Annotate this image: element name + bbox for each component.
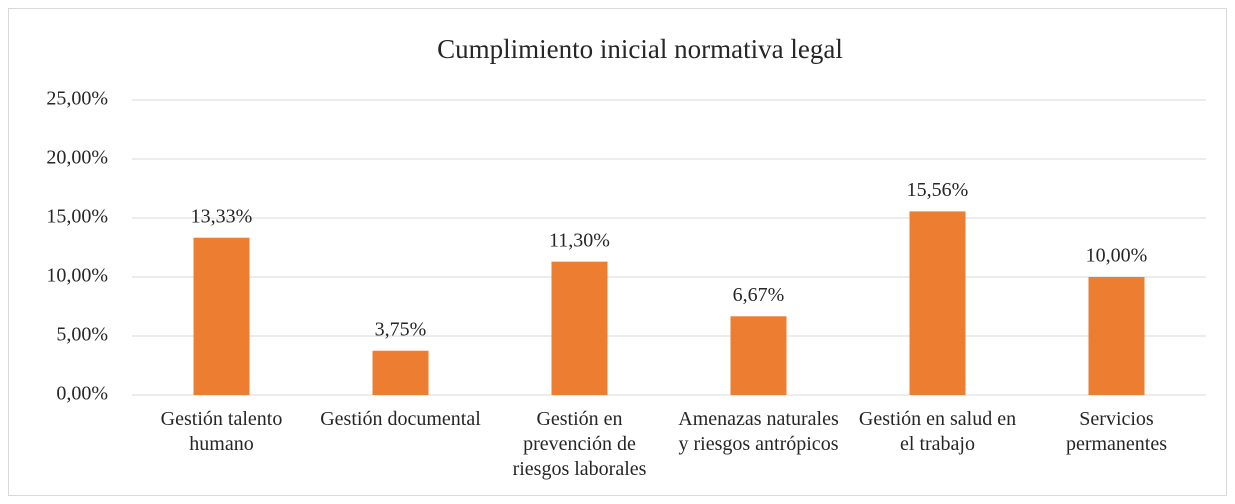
y-tick-label: 0,00% bbox=[56, 383, 108, 405]
x-tick-label: Amenazas naturales y riesgos antrópicos bbox=[678, 408, 839, 455]
y-tick-label: 5,00% bbox=[56, 324, 108, 346]
data-label: 15,56% bbox=[907, 179, 969, 201]
y-tick-label: 25,00% bbox=[46, 88, 108, 110]
data-label: 10,00% bbox=[1086, 245, 1148, 267]
bar bbox=[193, 237, 250, 395]
bar bbox=[730, 316, 787, 395]
bar bbox=[1088, 277, 1145, 395]
bar bbox=[372, 350, 429, 395]
x-tick-label: Servicios permanentes bbox=[1065, 408, 1168, 455]
x-tick-label: Gestión en salud en el trabajo bbox=[858, 408, 1017, 455]
data-label: 13,33% bbox=[191, 205, 253, 227]
x-tick-label: Gestión talento humano bbox=[160, 408, 283, 455]
data-label: 3,75% bbox=[375, 318, 427, 340]
y-tick-label: 15,00% bbox=[46, 206, 108, 228]
data-label: 11,30% bbox=[549, 229, 610, 251]
x-tick-label: Gestión en prevención de riesgos laboral… bbox=[512, 408, 647, 480]
y-tick-label: 10,00% bbox=[46, 265, 108, 287]
bar bbox=[909, 211, 966, 395]
bar bbox=[551, 261, 608, 395]
y-tick-label: 20,00% bbox=[46, 147, 108, 169]
x-tick-label: Gestión documental bbox=[320, 408, 481, 430]
data-label: 6,67% bbox=[733, 284, 785, 306]
chart-title: Cumplimiento inicial normativa legal bbox=[437, 34, 843, 64]
